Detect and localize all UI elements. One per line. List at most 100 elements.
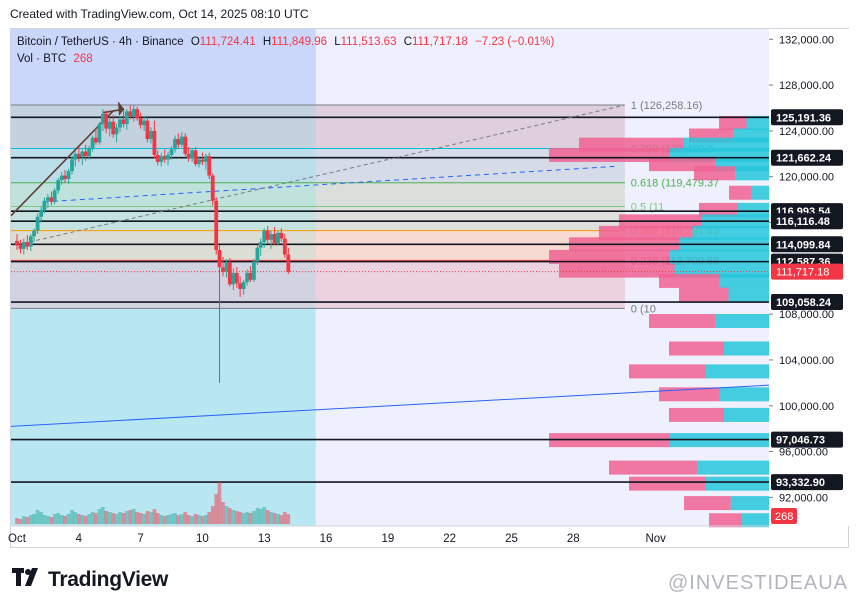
volume-bar — [56, 513, 61, 524]
candle-body — [276, 232, 280, 244]
candle-body — [83, 151, 88, 157]
candle — [49, 191, 54, 206]
candle — [18, 239, 23, 254]
price-axis-label: 108,000.00 — [779, 309, 834, 321]
candle-body — [87, 148, 92, 157]
volume-bar — [149, 512, 153, 524]
volume-bar — [35, 510, 40, 524]
volume-profile-bar-sell — [659, 273, 720, 288]
candle-body — [73, 153, 78, 160]
candle — [272, 227, 277, 246]
candle — [128, 105, 133, 120]
candle — [25, 235, 30, 251]
price-axis-label: 132,000.00 — [779, 34, 834, 46]
tradingview-logo[interactable]: TradingView — [12, 568, 168, 592]
high-key: H — [262, 36, 272, 48]
volume-bar — [152, 509, 157, 524]
volume-profile-bar-sell — [699, 202, 738, 217]
current-price-badge — [771, 263, 843, 280]
volume-bar — [121, 513, 126, 524]
candle — [42, 197, 47, 214]
volume-bar — [176, 515, 181, 524]
candle-body — [76, 153, 81, 158]
candle-body — [272, 233, 277, 244]
volume-bar — [159, 515, 164, 524]
symbol-label[interactable]: Bitcoin / TetherUS · 4h · Binance — [17, 36, 184, 48]
candle — [169, 145, 174, 160]
candle-body — [145, 120, 150, 139]
ohlc-row: Bitcoin / TetherUS · 4h · Binance O111,7… — [17, 34, 554, 51]
volume-profile-bar-sell — [684, 496, 731, 511]
candle-body — [162, 156, 167, 160]
candle — [227, 258, 232, 287]
candle-body — [183, 136, 188, 154]
volume-bar — [224, 506, 229, 524]
price-axis-label: 124,000.00 — [779, 126, 834, 138]
volume-bar — [70, 510, 74, 524]
candle — [269, 230, 273, 249]
time-axis-label: 16 — [320, 533, 333, 545]
candle-body — [18, 245, 23, 249]
price-axis: 132,000.00 128,000.00 124,000.00 120,000.00… — [769, 29, 849, 526]
candle — [138, 112, 143, 129]
candle — [107, 117, 112, 137]
candle — [121, 110, 126, 128]
author-watermark: @INVESTIDEAUA — [667, 572, 848, 594]
price-axis-label: 96,000.00 — [779, 447, 828, 459]
fib-level-label: 1 (126,258.16) — [631, 100, 703, 112]
candle — [200, 152, 205, 166]
volume-bar — [114, 514, 119, 524]
candle-body — [21, 242, 26, 249]
volume-bar — [128, 510, 133, 524]
volume-bar — [138, 513, 143, 524]
candle-body — [204, 156, 208, 162]
candle-body — [138, 118, 143, 126]
time-axis-label: 19 — [381, 533, 394, 545]
candle-body — [159, 156, 164, 162]
volume-profile-bar-buy — [706, 364, 769, 379]
candle-body — [128, 111, 133, 117]
candle-body — [231, 272, 236, 285]
volume-bar — [238, 512, 242, 524]
candle — [255, 245, 260, 265]
volume-bar — [52, 514, 57, 524]
candle-body — [286, 254, 291, 272]
candle — [258, 238, 263, 256]
time-axis-label: 28 — [567, 533, 580, 545]
candle — [190, 148, 195, 162]
candle — [15, 233, 19, 251]
candle — [76, 146, 81, 162]
volume-profile-bar-sell — [559, 263, 675, 278]
candle-body — [39, 209, 44, 217]
volume-bar — [258, 509, 263, 524]
candle — [145, 117, 150, 143]
volume-bar — [193, 514, 198, 524]
tradingview-mark-icon — [12, 568, 42, 592]
candle-body — [221, 267, 225, 272]
volume-label[interactable]: Vol · BTC — [17, 53, 67, 65]
volume-profile-bar-buy — [670, 249, 769, 264]
candle — [162, 149, 167, 163]
open-value: 111,724.41 — [199, 36, 256, 48]
time-axis-label: Oct — [8, 533, 27, 545]
fib-level-label: 0 (10 — [631, 303, 656, 315]
time-axis-label: 7 — [137, 533, 143, 545]
candle-body — [80, 151, 85, 158]
price-line-badge-label: 114,099.84 — [776, 239, 831, 251]
candle — [35, 213, 40, 234]
volume-bar — [269, 512, 273, 524]
volume-bar — [214, 494, 219, 524]
volume-profile-bar-buy — [719, 273, 769, 288]
volume-bar — [272, 513, 277, 524]
fib-band — [11, 148, 625, 183]
ascending-support-line — [10, 384, 770, 427]
fib-band — [11, 230, 625, 261]
candle — [118, 116, 122, 133]
candle-body — [265, 230, 270, 240]
candle-body — [121, 119, 126, 125]
volume-bar — [173, 513, 177, 524]
candle-body — [238, 283, 243, 289]
candle-body — [169, 149, 174, 155]
price-line-badge — [771, 294, 843, 311]
